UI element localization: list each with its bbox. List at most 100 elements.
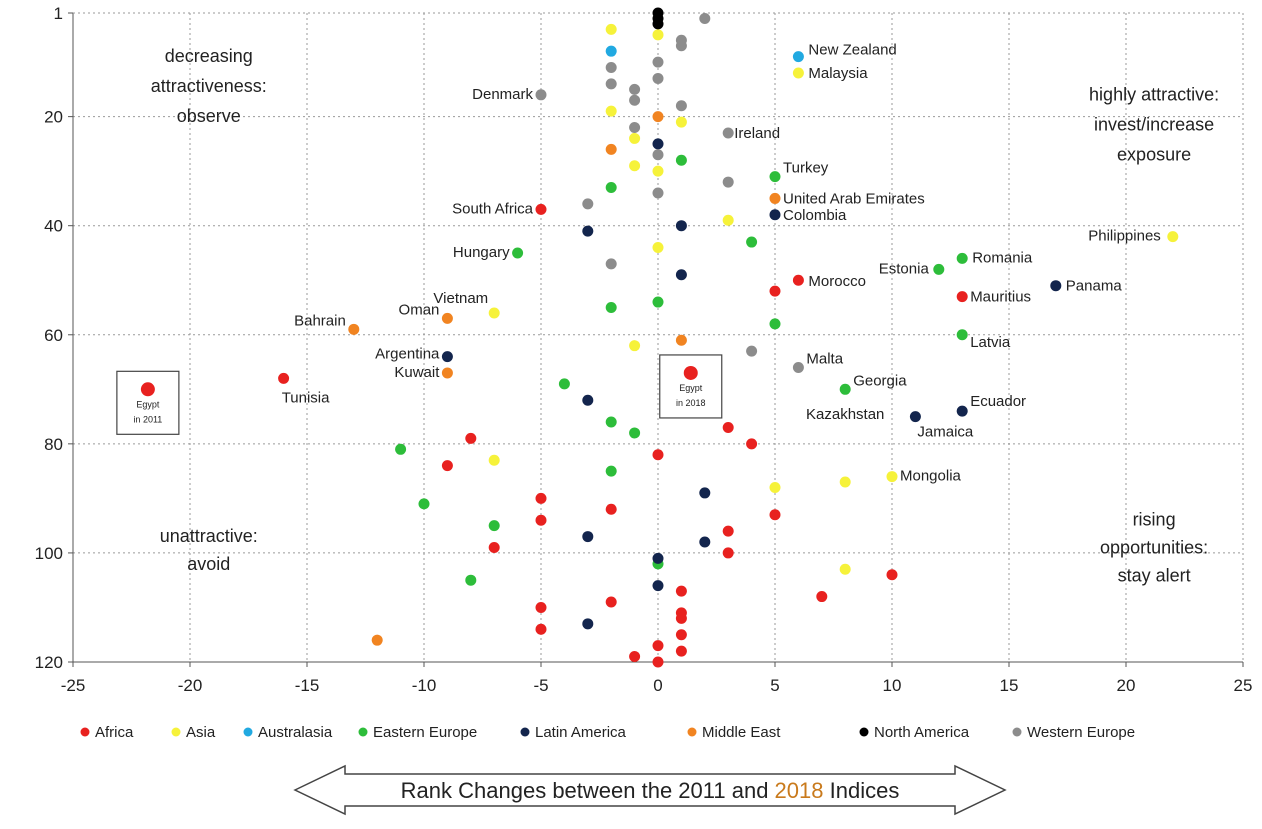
point-africa	[722, 421, 734, 433]
point-latin-america	[582, 618, 594, 630]
quadrant-label-top-left: attractiveness:	[151, 76, 267, 96]
y-tick-label: 1	[54, 4, 63, 23]
point-western-europe	[699, 12, 711, 24]
point-latin-america	[582, 531, 594, 543]
point-eastern-europe	[652, 296, 664, 308]
x-axis-title-text: Rank Changes between the 2011 and 2018 I…	[401, 778, 900, 803]
point-western-europe	[652, 149, 664, 161]
point-label-denmark: Denmark	[472, 86, 533, 103]
x-axis-title: Rank Changes between the 2011 and 2018 I…	[293, 764, 1007, 816]
point-western-europe	[722, 176, 734, 188]
point-egypt	[683, 365, 698, 380]
x-tick-label: 5	[770, 676, 779, 695]
data-points	[140, 7, 1179, 668]
point-latin-america	[675, 220, 687, 232]
legend-marker-north-america	[859, 727, 869, 737]
point-asia	[839, 476, 851, 488]
point-africa	[488, 541, 500, 553]
legend-marker-latin-america	[520, 727, 530, 737]
egypt-box-year: in 2018	[676, 398, 706, 408]
point-latin-america	[582, 394, 594, 406]
point-africa	[535, 623, 547, 635]
egypt-box	[659, 354, 723, 419]
double-arrow-shape	[293, 764, 1007, 816]
point-asia	[629, 160, 641, 172]
point-western-europe	[629, 94, 641, 106]
legend-marker-eastern-europe	[358, 727, 368, 737]
point-latin-america	[699, 536, 711, 548]
legend-label-middle-east: Middle East	[702, 724, 781, 741]
egypt-box-label: Egypt	[136, 399, 160, 409]
point-latin-america	[441, 351, 453, 363]
legend-marker-australasia	[243, 727, 253, 737]
point-eastern-europe	[605, 182, 617, 194]
point-asia	[652, 242, 664, 254]
legend-label-eastern-europe: Eastern Europe	[373, 724, 477, 741]
point-africa	[441, 460, 453, 472]
point-asia	[792, 67, 804, 79]
x-tick-label: -5	[533, 676, 548, 695]
x-tick-label: -15	[295, 676, 320, 695]
point-latin-america	[909, 411, 921, 423]
point-western-europe	[675, 100, 687, 112]
point-africa	[535, 514, 547, 526]
point-eastern-europe	[629, 427, 641, 439]
legend-label-latin-america: Latin America	[535, 724, 627, 741]
point-latin-america	[1050, 280, 1062, 292]
point-eastern-europe	[418, 498, 430, 510]
point-eastern-europe	[395, 443, 407, 455]
point-africa	[816, 591, 828, 603]
point-western-europe	[652, 72, 664, 84]
x-tick-label: 10	[883, 676, 902, 695]
point-middle-east	[652, 111, 664, 123]
point-africa	[278, 372, 290, 384]
point-label-mauritius: Mauritius	[970, 289, 1031, 306]
point-eastern-europe	[488, 520, 500, 532]
point-africa	[629, 651, 641, 663]
point-asia	[652, 29, 664, 41]
point-eastern-europe	[839, 383, 851, 395]
egypt-box	[116, 370, 180, 435]
point-africa	[652, 449, 664, 461]
point-western-europe	[605, 78, 617, 90]
legend-marker-western-europe	[1012, 727, 1022, 737]
legend-label-australasia: Australasia	[258, 724, 333, 741]
point-label-tunisia: Tunisia	[282, 389, 330, 406]
point-eastern-europe	[605, 416, 617, 428]
point-latin-america	[652, 552, 664, 564]
x-axis-title-part-1: Rank Changes between the 2011 and	[401, 778, 775, 803]
point-western-europe	[629, 122, 641, 134]
legend-marker-middle-east	[687, 727, 697, 737]
point-latin-america	[769, 209, 781, 221]
point-africa	[722, 525, 734, 537]
point-asia	[886, 471, 898, 483]
point-label-mongolia: Mongolia	[900, 468, 962, 485]
point-asia	[488, 454, 500, 466]
point-western-europe	[746, 345, 758, 357]
quadrant-label-bottom-left: avoid	[187, 554, 230, 574]
egypt-boxes: Egypt in 2011 Egypt in 2018	[116, 354, 723, 435]
point-africa	[675, 645, 687, 657]
point-africa	[675, 585, 687, 597]
point-label-ireland: Ireland	[734, 125, 780, 142]
egypt-box-year: in 2011	[133, 414, 162, 424]
y-tick-label: 40	[44, 217, 63, 236]
point-label-south-africa: South Africa	[452, 200, 534, 217]
grid-lines	[73, 13, 1243, 662]
point-western-europe	[792, 361, 804, 373]
point-western-europe	[652, 187, 664, 199]
x-tick-label: -25	[61, 676, 86, 695]
quadrant-label-top-left: observe	[177, 106, 241, 126]
point-asia	[605, 23, 617, 35]
point-north-america	[652, 18, 664, 30]
point-western-europe	[629, 83, 641, 95]
point-label-morocco: Morocco	[808, 273, 866, 290]
point-middle-east	[605, 143, 617, 155]
point-africa	[746, 438, 758, 450]
quadrant-label-bottom-left: unattractive:	[160, 526, 258, 546]
point-middle-east	[675, 334, 687, 346]
legend: Africa Asia Australasia Eastern Europe Latin…	[80, 724, 1135, 741]
x-axis-title-year-2018: 2018	[775, 778, 824, 803]
